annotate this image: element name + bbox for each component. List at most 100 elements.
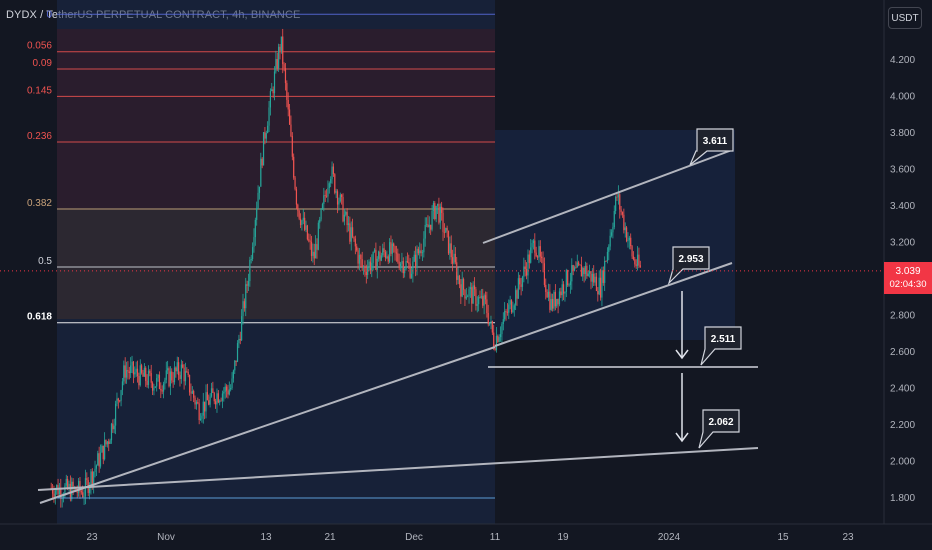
candle-body (420, 250, 422, 254)
candle-body (265, 133, 267, 139)
candle-body (236, 343, 239, 362)
callout-3611[interactable]: 3.611 (689, 128, 734, 166)
channel-lower-line[interactable] (494, 262, 733, 347)
candle-body (595, 276, 598, 291)
candle-body (594, 276, 596, 283)
candle-body (358, 254, 361, 264)
candle-body (123, 365, 125, 382)
callout-2953[interactable]: 2.953 (667, 246, 710, 286)
candle-body (486, 299, 488, 314)
callout-2511[interactable]: 2.511 (700, 326, 742, 366)
candle-body (508, 304, 510, 313)
candle-body (384, 252, 387, 258)
candle-body (360, 254, 362, 260)
candle-body (131, 361, 133, 366)
candle-body (362, 266, 365, 268)
candle-body (310, 241, 313, 256)
candle-body (590, 271, 592, 282)
support-trendline[interactable] (39, 346, 496, 504)
candle-body (417, 248, 419, 254)
candle-body (75, 487, 77, 492)
candle-body (305, 225, 307, 230)
candle-body (465, 296, 467, 299)
candle-body (187, 372, 189, 375)
candle-body (60, 487, 62, 499)
candle-body (575, 267, 577, 269)
candle-body (623, 214, 625, 231)
candlesticks (50, 28, 641, 508)
candle-body (221, 393, 224, 401)
callout-2062[interactable]: 2.062 (698, 409, 740, 449)
candle-body (547, 291, 550, 298)
candle-body (65, 478, 67, 486)
candle-body (347, 223, 350, 226)
currency-button[interactable]: USDT (888, 7, 922, 29)
candle-body (636, 254, 639, 266)
candle-body (332, 166, 335, 175)
time-axis[interactable]: 23 Nov 13 21 Dec 11 19 2024 15 23 (86, 532, 854, 543)
candle-body (365, 271, 367, 276)
candle-body (467, 296, 469, 298)
candle-body (171, 371, 173, 381)
candle-body (579, 264, 581, 266)
candle-body (254, 219, 256, 238)
candle-body (250, 258, 252, 260)
candle-body (567, 270, 569, 286)
candle-body (424, 225, 426, 239)
callout-2511-label: 2.511 (711, 334, 736, 345)
candle-body (394, 246, 396, 253)
candle-body (230, 387, 232, 390)
candle-body (430, 224, 432, 230)
candle-body (225, 386, 228, 391)
candle-body (108, 441, 110, 444)
candle-body (530, 247, 532, 263)
candle-body (143, 367, 145, 377)
candle-body (349, 223, 351, 242)
candle-body (175, 367, 177, 372)
candle-body (487, 313, 489, 325)
candle-body (535, 252, 537, 257)
candle-body (64, 485, 66, 497)
price-tick-label: 2.000 (890, 457, 915, 468)
candle-body (395, 252, 398, 254)
candle-body (472, 285, 474, 304)
candle-body (497, 335, 499, 342)
candle-body (183, 367, 185, 382)
candle-body (98, 453, 100, 467)
candle-body (51, 488, 54, 494)
candle-body (550, 298, 552, 310)
candle-body (490, 321, 492, 323)
candle-body (534, 240, 536, 253)
candle-body (242, 301, 244, 317)
price-tick-label: 2.600 (890, 347, 915, 358)
candle-body (249, 259, 251, 282)
candle-body (527, 254, 529, 276)
candle-body (558, 291, 561, 305)
time-tick-label: 13 (260, 532, 272, 543)
time-tick-label: 15 (777, 532, 789, 543)
candle-body (336, 191, 339, 205)
candle-body (113, 425, 115, 430)
candle-body (341, 194, 343, 198)
candle-body (325, 195, 328, 197)
candle-body (164, 379, 166, 384)
candle-body (235, 360, 237, 362)
candle-body (449, 243, 451, 254)
candle-body (154, 386, 156, 388)
candle-body (631, 246, 633, 257)
candle-body (54, 490, 56, 498)
candle-body (162, 383, 165, 392)
candle-body (127, 369, 129, 372)
candle-body (390, 242, 392, 254)
candle-body (635, 264, 637, 266)
candle-body (379, 251, 381, 261)
candle-body (498, 337, 500, 342)
channel-upper-line[interactable] (482, 149, 733, 244)
long-trendline[interactable] (37, 447, 759, 491)
candle-body (528, 254, 530, 263)
time-tick-label: 21 (324, 532, 336, 543)
candle-body (524, 266, 526, 270)
candle-body (587, 273, 589, 277)
candle-body (283, 64, 285, 69)
